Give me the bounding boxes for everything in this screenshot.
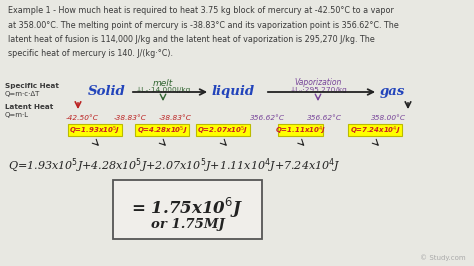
Text: Q=2.07x10$^{5}$J: Q=2.07x10$^{5}$J: [197, 124, 248, 137]
FancyBboxPatch shape: [68, 124, 122, 136]
Text: at 358.00°C. The melting point of mercury is -38.83°C and its vaporization point: at 358.00°C. The melting point of mercur…: [8, 20, 399, 30]
Text: -42.50°C: -42.50°C: [65, 115, 99, 121]
FancyBboxPatch shape: [113, 180, 262, 239]
Text: = 1.75x10$^6$J: = 1.75x10$^6$J: [131, 196, 244, 220]
Text: or 1.75MJ: or 1.75MJ: [151, 218, 224, 231]
Text: Solid: Solid: [88, 85, 126, 98]
FancyBboxPatch shape: [278, 124, 323, 136]
Text: © Study.com: © Study.com: [420, 254, 466, 261]
Text: Latent Heat: Latent Heat: [5, 104, 53, 110]
Text: -38.83°C: -38.83°C: [114, 115, 146, 121]
Text: Q=1.11x10$^{4}$J: Q=1.11x10$^{4}$J: [275, 124, 326, 137]
Text: -38.83°C: -38.83°C: [159, 115, 191, 121]
Text: Example 1 - How much heat is required to heat 3.75 kg block of mercury at -42.50: Example 1 - How much heat is required to…: [8, 6, 394, 15]
Text: ↓Lᵥ·295,270/kg: ↓Lᵥ·295,270/kg: [289, 87, 347, 93]
Text: melt: melt: [153, 79, 173, 88]
Text: Q=m·c·ΔT: Q=m·c·ΔT: [5, 91, 40, 97]
FancyBboxPatch shape: [348, 124, 402, 136]
Text: Q=1.93x10$^{5}$J: Q=1.93x10$^{5}$J: [69, 124, 120, 137]
Text: ↓Lₓ·14,000J/kg: ↓Lₓ·14,000J/kg: [136, 87, 191, 93]
FancyBboxPatch shape: [135, 124, 189, 136]
Text: Q=4.28x10$^{5}$J: Q=4.28x10$^{5}$J: [137, 124, 187, 137]
Text: Vaporization: Vaporization: [294, 78, 342, 87]
Text: specific heat of mercury is 140. J/(kg·°C).: specific heat of mercury is 140. J/(kg·°…: [8, 49, 173, 59]
Text: liquid: liquid: [212, 85, 255, 98]
Text: 356.62°C: 356.62°C: [249, 115, 284, 121]
Text: latent heat of fusion is 114,000 J/kg and the latent heat of vaporization is 295: latent heat of fusion is 114,000 J/kg an…: [8, 35, 375, 44]
Text: 358.00°C: 358.00°C: [371, 115, 405, 121]
Text: Q=m·L: Q=m·L: [5, 112, 29, 118]
FancyBboxPatch shape: [196, 124, 250, 136]
Text: Q=1.93x10$^5$J+4.28x10$^5$J+2.07x10$^5$J+1.11x10$^4$J+7.24x10$^4$J: Q=1.93x10$^5$J+4.28x10$^5$J+2.07x10$^5$J…: [8, 156, 341, 174]
Text: gas: gas: [380, 85, 405, 98]
Text: Q=7.24x10$^{4}$J: Q=7.24x10$^{4}$J: [350, 124, 401, 137]
Text: Specific Heat: Specific Heat: [5, 83, 59, 89]
Text: 356.62°C: 356.62°C: [307, 115, 341, 121]
